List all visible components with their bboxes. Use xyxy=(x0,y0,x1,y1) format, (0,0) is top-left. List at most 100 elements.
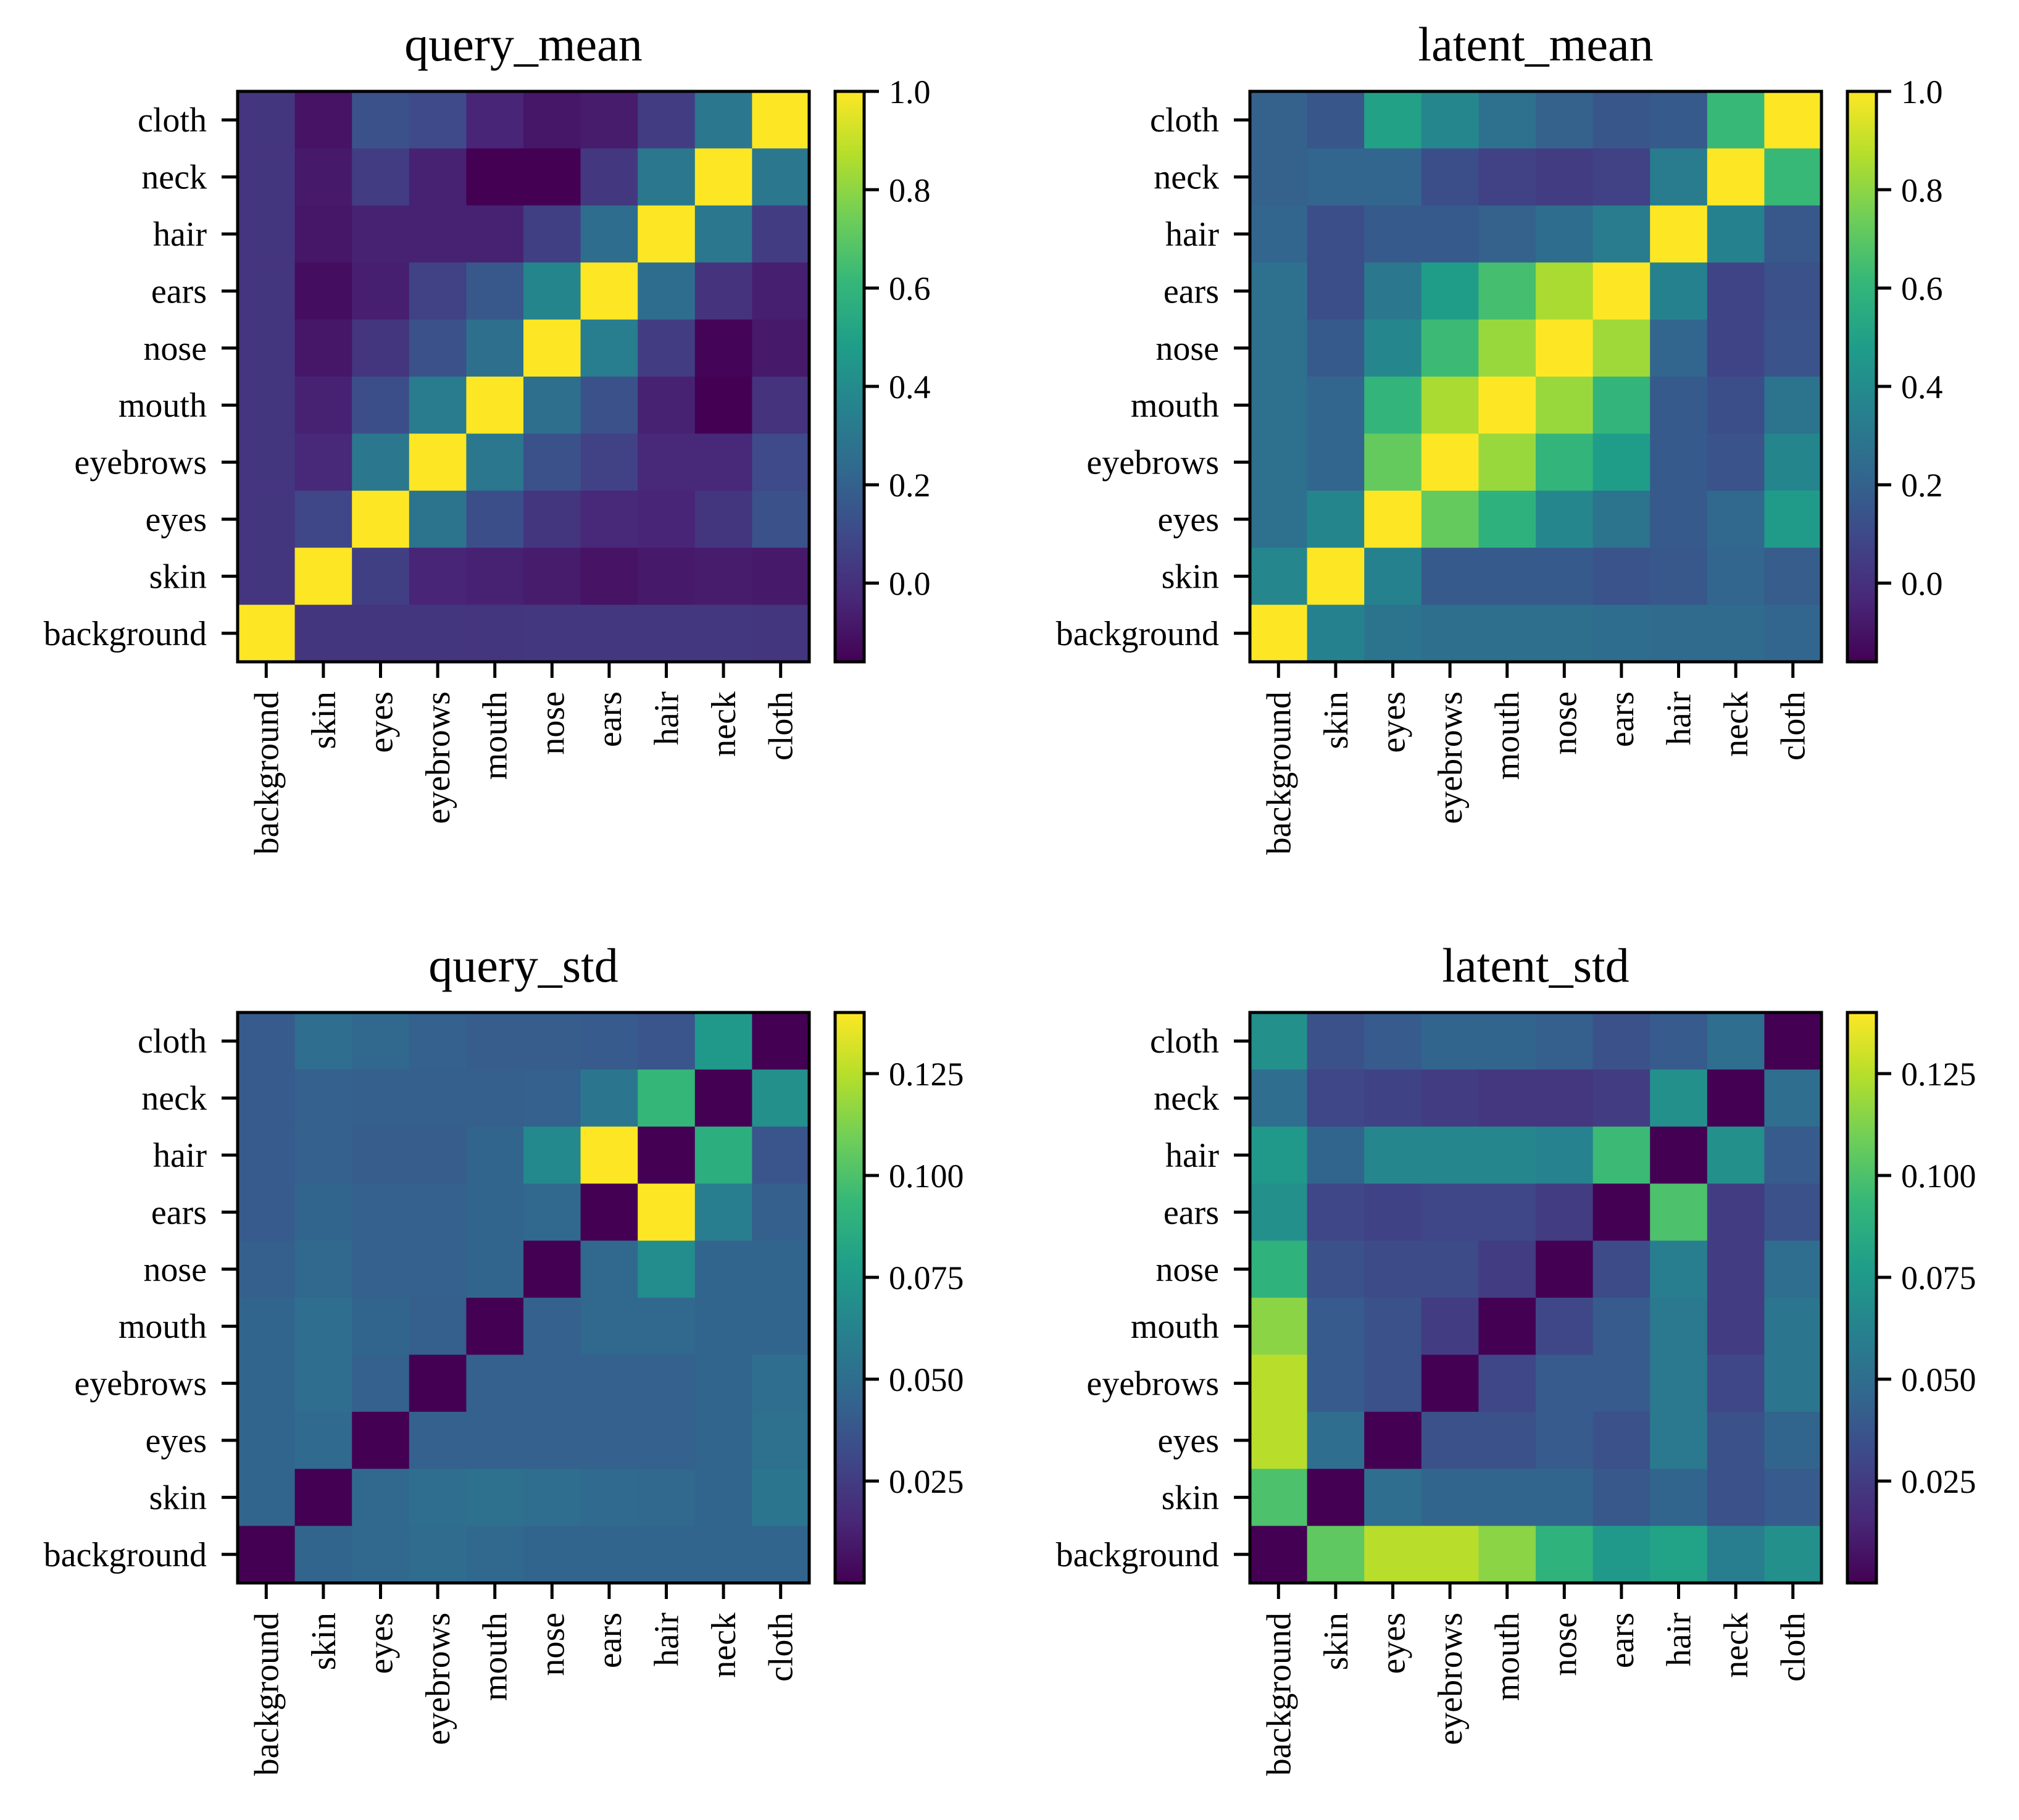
heatmap-cell-hair-ears xyxy=(1592,1126,1651,1184)
heatmap-cell-ears-hair xyxy=(1650,1183,1708,1242)
heatmap-cell-background-hair xyxy=(638,604,696,662)
heatmap-cell-neck-nose xyxy=(1536,148,1594,206)
heatmap-cell-nose-nose xyxy=(1536,319,1594,377)
heatmap-cell-mouth-cloth xyxy=(1764,377,1822,434)
heatmap-cell-ears-eyebrows xyxy=(409,262,467,320)
heatmap-cell-eyebrows-hair xyxy=(1650,1355,1708,1413)
heatmap-cell-mouth-neck xyxy=(694,1298,752,1355)
heatmap-cell-ears-nose xyxy=(523,262,581,320)
heatmap-cell-background-eyebrows xyxy=(409,1526,467,1584)
heatmap-cell-background-ears xyxy=(580,1526,638,1584)
heatmap-cell-hair-cloth xyxy=(1764,1126,1822,1184)
heatmap-cell-eyes-nose xyxy=(1536,490,1594,548)
colorbar-tick-label: 1.0 xyxy=(1901,73,1943,111)
heatmap-cell-mouth-neck xyxy=(1707,377,1765,434)
x-tick-label: background xyxy=(1260,1613,1298,1776)
heatmap-cell-hair-ears xyxy=(580,205,638,263)
heatmap-cell-cloth-eyes xyxy=(1364,91,1422,149)
heatmap-cell-nose-background xyxy=(1250,1240,1308,1298)
heatmap-cell-mouth-skin xyxy=(294,377,352,434)
heatmap-cell-hair-skin xyxy=(1307,205,1365,263)
heatmap-cell-nose-skin xyxy=(294,1240,352,1298)
y-tick-label: background xyxy=(44,615,207,653)
heatmap-cell-nose-nose xyxy=(523,319,581,377)
heatmap-cell-background-background xyxy=(238,1526,296,1584)
heatmap-cell-mouth-skin xyxy=(1307,1298,1365,1355)
heatmap-cell-mouth-mouth xyxy=(1478,1298,1536,1355)
heatmap-cell-ears-mouth xyxy=(1478,262,1536,320)
heatmap-cell-nose-cloth xyxy=(752,319,810,377)
y-tick-label: eyebrows xyxy=(74,1365,207,1403)
heatmap-cell-mouth-nose xyxy=(523,377,581,434)
heatmap-cell-neck-cloth xyxy=(752,148,810,206)
x-tick-label: skin xyxy=(305,1613,343,1670)
colorbar xyxy=(1846,1011,1878,1585)
heatmap-cell-nose-neck xyxy=(694,1240,752,1298)
heatmap-cell-skin-mouth xyxy=(1478,1469,1536,1527)
heatmap-cell-mouth-ears xyxy=(580,377,638,434)
colorbar-tick-label: 0.6 xyxy=(889,270,931,307)
heatmap-cell-nose-neck xyxy=(694,319,752,377)
heatmap-cell-ears-mouth xyxy=(466,262,524,320)
heatmap-cell-eyes-hair xyxy=(638,490,696,548)
heatmap-cell-eyes-cloth xyxy=(1764,1411,1822,1469)
heatmap-cell-ears-neck xyxy=(694,1183,752,1242)
heatmap-cell-nose-nose xyxy=(1536,1240,1594,1298)
heatmap-cell-eyes-neck xyxy=(1707,1411,1765,1469)
heatmap-cell-neck-background xyxy=(238,1069,296,1127)
heatmap-cell-eyebrows-hair xyxy=(638,1355,696,1413)
x-tick-label: skin xyxy=(1317,1613,1355,1670)
heatmap-cell-eyes-background xyxy=(1250,490,1308,548)
heatmap-cell-eyes-ears xyxy=(580,490,638,548)
x-tick-label: hair xyxy=(1660,691,1699,745)
x-tick-label: eyes xyxy=(1375,691,1413,753)
heatmap-cell-hair-skin xyxy=(294,205,352,263)
heatmap-cell-cloth-nose xyxy=(523,91,581,149)
heatmap-cell-eyebrows-neck xyxy=(1707,1355,1765,1413)
heatmap-cell-eyebrows-mouth xyxy=(1478,433,1536,491)
heatmap-cell-ears-eyebrows xyxy=(409,1183,467,1242)
heatmap-cell-mouth-ears xyxy=(580,1298,638,1355)
heatmap-cell-mouth-nose xyxy=(1536,1298,1594,1355)
colorbar-tick-label: 0.075 xyxy=(1901,1259,1976,1296)
heatmap-cell-eyebrows-background xyxy=(1250,1355,1308,1413)
heatmap-cell-background-hair xyxy=(638,1526,696,1584)
heatmap-cell-hair-background xyxy=(1250,1126,1308,1184)
colorbar xyxy=(833,1011,866,1585)
heatmap-cell-ears-neck xyxy=(1707,262,1765,320)
x-tick-label: cloth xyxy=(1775,691,1813,761)
heatmap-cell-ears-neck xyxy=(1707,1183,1765,1242)
y-tick-label: eyebrows xyxy=(1086,444,1219,482)
heatmap-cell-eyes-background xyxy=(1250,1411,1308,1469)
heatmap-cell-cloth-eyebrows xyxy=(409,1012,467,1070)
y-tick-label: mouth xyxy=(119,386,207,425)
heatmap-cell-cloth-mouth xyxy=(466,91,524,149)
heatmap-cell-background-skin xyxy=(1307,1526,1365,1584)
heatmap-cell-hair-neck xyxy=(694,1126,752,1184)
heatmap-cell-eyes-ears xyxy=(1592,1411,1651,1469)
heatmap-cell-mouth-cloth xyxy=(752,1298,810,1355)
heatmap-cell-hair-nose xyxy=(523,1126,581,1184)
heatmap-cell-mouth-mouth xyxy=(466,1298,524,1355)
heatmap-cell-cloth-nose xyxy=(1536,1012,1594,1070)
heatmap-cell-cloth-hair xyxy=(638,1012,696,1070)
heatmap-cell-background-eyes xyxy=(1364,1526,1422,1584)
heatmap-cell-cloth-ears xyxy=(580,1012,638,1070)
heatmap-cell-background-hair xyxy=(1650,604,1708,662)
heatmap-cell-cloth-background xyxy=(1250,1012,1308,1070)
heatmap-cell-hair-eyebrows xyxy=(1421,1126,1479,1184)
x-tick-label: nose xyxy=(533,1613,572,1676)
heatmap-cell-ears-ears xyxy=(580,262,638,320)
heatmap-cell-nose-skin xyxy=(294,319,352,377)
heatmap-cell-eyes-ears xyxy=(580,1411,638,1469)
heatmap-cell-eyes-neck xyxy=(1707,490,1765,548)
heatmap-cell-background-eyes xyxy=(352,1526,410,1584)
heatmap-cell-neck-background xyxy=(1250,148,1308,206)
heatmap-cell-background-background xyxy=(238,604,296,662)
heatmap-cell-skin-cloth xyxy=(752,548,810,606)
heatmap-cell-eyebrows-skin xyxy=(1307,433,1365,491)
x-tick-label: eyebrows xyxy=(419,691,457,824)
heatmap-cell-neck-eyebrows xyxy=(1421,1069,1479,1127)
heatmap-cell-mouth-hair xyxy=(1650,377,1708,434)
